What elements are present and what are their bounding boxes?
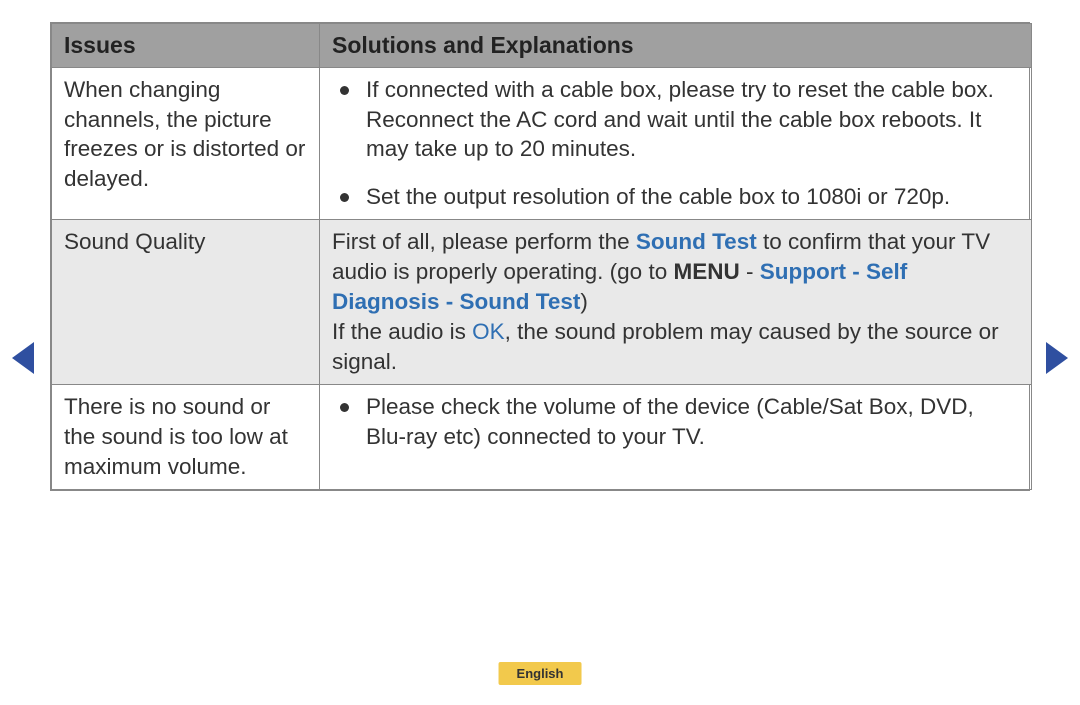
table-row: There is no sound or the sound is too lo… <box>52 384 1032 489</box>
text: - <box>740 259 760 284</box>
solution-bullet: If connected with a cable box, please tr… <box>332 75 1019 165</box>
header-solutions: Solutions and Explanations <box>320 24 1032 68</box>
solution-cell: First of all, please perform the Sound T… <box>320 220 1032 385</box>
solution-bullet: Please check the volume of the device (C… <box>332 392 1019 452</box>
table-row: When changing channels, the picture free… <box>52 67 1032 220</box>
solution-cell: If connected with a cable box, please tr… <box>320 67 1032 220</box>
triangle-right-icon <box>1044 340 1070 376</box>
triangle-left-icon <box>10 340 36 376</box>
troubleshooting-table: Issues Solutions and Explanations When c… <box>50 22 1030 491</box>
issue-cell: When changing channels, the picture free… <box>52 67 320 220</box>
table-row: Sound Quality First of all, please perfo… <box>52 220 1032 385</box>
text: First of all, please perform the <box>332 229 636 254</box>
solution-bullet: Set the output resolution of the cable b… <box>332 182 1019 212</box>
language-badge: English <box>499 662 582 685</box>
text: If the audio is <box>332 319 472 344</box>
ok-label: OK <box>472 319 505 344</box>
issue-cell: Sound Quality <box>52 220 320 385</box>
next-page-arrow[interactable] <box>1044 340 1070 376</box>
menu-label: MENU <box>673 259 739 284</box>
solution-cell: Please check the volume of the device (C… <box>320 384 1032 489</box>
text: ) <box>580 289 588 314</box>
prev-page-arrow[interactable] <box>10 340 36 376</box>
issue-cell: There is no sound or the sound is too lo… <box>52 384 320 489</box>
sound-test-link: Sound Test <box>636 229 757 254</box>
header-issues: Issues <box>52 24 320 68</box>
